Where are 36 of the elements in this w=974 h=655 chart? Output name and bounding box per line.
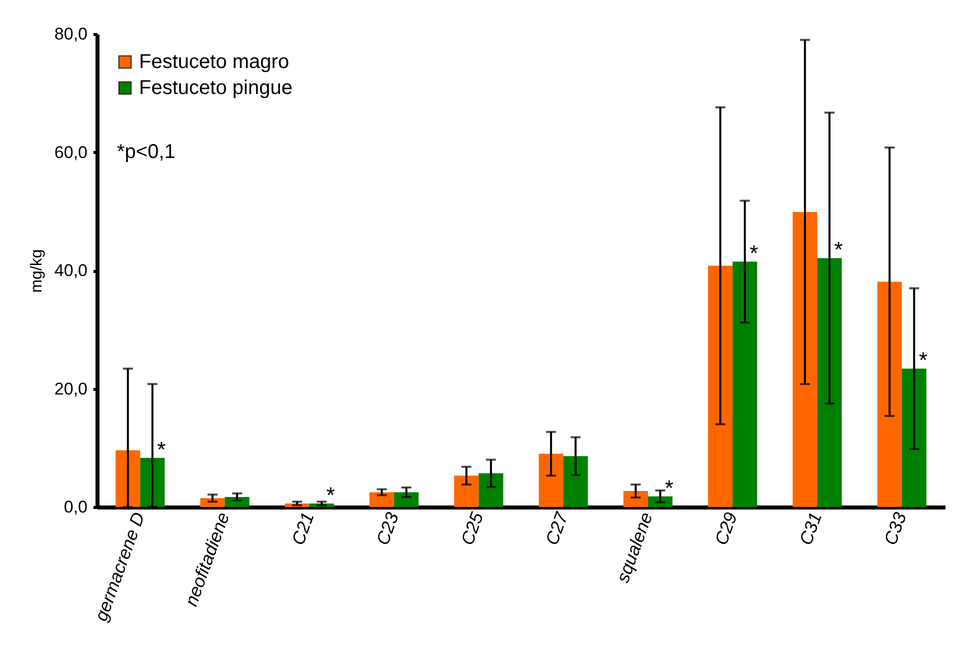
bar	[370, 492, 394, 507]
data-label: *	[326, 482, 336, 508]
bar	[817, 258, 842, 507]
x-tick-label: C25	[457, 508, 488, 548]
bar	[116, 450, 140, 507]
y-tick-label: 60,0	[54, 142, 88, 162]
data-label: *	[834, 237, 844, 262]
bar	[478, 473, 504, 507]
bar	[454, 476, 479, 507]
bar	[708, 266, 733, 507]
bar	[623, 491, 648, 507]
y-tick-label: 0,0	[64, 498, 88, 516]
x-tick-label: C23	[372, 510, 403, 548]
x-tick-label: C27	[542, 508, 572, 548]
x-tick-label: C33	[880, 510, 910, 548]
y-axis-title: mg/kg	[28, 249, 46, 293]
bar	[538, 454, 564, 507]
bar	[792, 212, 818, 507]
data-label: *	[664, 475, 674, 500]
bar	[563, 456, 588, 507]
y-tick-label: 80,0	[54, 24, 88, 44]
data-label: *	[157, 436, 166, 462]
bar	[732, 262, 758, 507]
bar	[394, 492, 419, 507]
legend-label: Festuceto pingue	[139, 77, 292, 99]
legend-label: Festuceto magro	[139, 51, 290, 73]
bar	[902, 368, 926, 507]
data-label: *	[750, 240, 759, 266]
annotation: *p<0,1	[117, 141, 176, 163]
x-tick-label: C21	[288, 510, 318, 548]
data-label: *	[918, 348, 928, 373]
y-tick-label: 20,0	[54, 379, 88, 398]
x-tick-label: C31	[796, 510, 826, 548]
bar	[877, 282, 902, 507]
x-tick-label: C29	[710, 510, 742, 548]
y-tick-label: 40,0	[54, 261, 88, 280]
